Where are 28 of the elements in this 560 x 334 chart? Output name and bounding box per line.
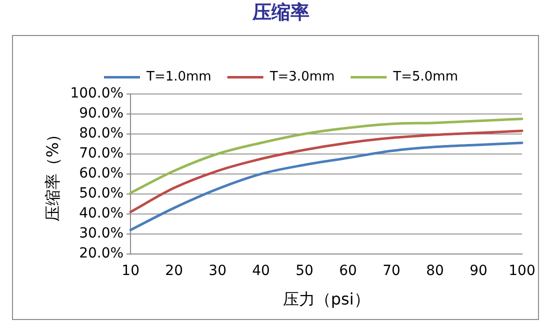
y-tick-label: 50.0% bbox=[79, 186, 124, 202]
x-tick-label: 10 bbox=[122, 263, 140, 280]
y-axis-title: 压缩率（%） bbox=[42, 126, 62, 222]
line-series bbox=[129, 142, 524, 232]
line-series bbox=[129, 118, 524, 194]
y-tick-label: 80.0% bbox=[79, 125, 124, 142]
legend-label: T=3.0mm bbox=[268, 70, 335, 85]
y-tick-label: 90.0% bbox=[79, 105, 124, 122]
line-series bbox=[129, 130, 524, 214]
y-tick-label: 40.0% bbox=[79, 206, 124, 222]
x-tick-label: 60 bbox=[339, 263, 357, 280]
y-tick-label: 100.0% bbox=[70, 85, 124, 102]
x-tick-label: 70 bbox=[382, 263, 400, 280]
x-tick-label: 20 bbox=[165, 263, 183, 280]
x-tick-label: 80 bbox=[426, 263, 444, 280]
chart-title: 压缩率 bbox=[252, 1, 310, 24]
x-tick-label: 30 bbox=[208, 263, 226, 280]
x-tick-label: 100 bbox=[508, 263, 536, 280]
y-tick-label: 30.0% bbox=[79, 226, 124, 242]
x-tick-label: 50 bbox=[296, 263, 314, 280]
y-tick-label: 60.0% bbox=[79, 166, 124, 182]
y-tick-label: 70.0% bbox=[79, 146, 124, 162]
legend-label: T=5.0mm bbox=[392, 70, 458, 85]
x-axis-title: 压力（psi） bbox=[282, 290, 370, 309]
x-tick-label: 90 bbox=[470, 263, 488, 280]
y-tick-label: 20.0% bbox=[79, 246, 124, 262]
x-tick-label: 40 bbox=[252, 263, 270, 280]
legend-label: T=1.0mm bbox=[146, 70, 212, 85]
